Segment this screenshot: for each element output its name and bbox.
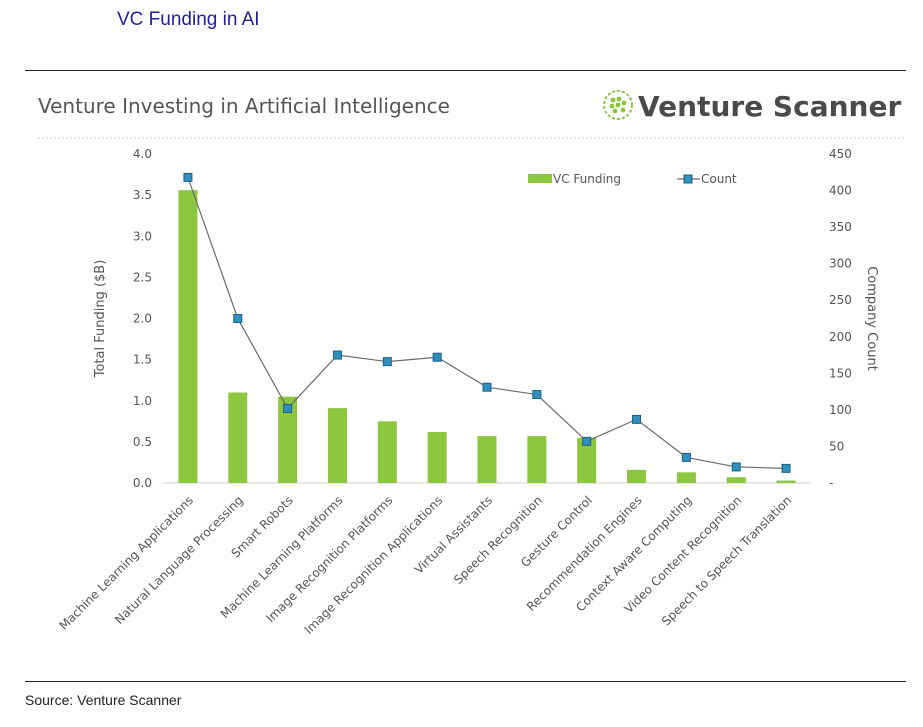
plot-area: 0.0 0.5 1.0 1.5 2.0 2.5 3.0 3.5 4.0 - 50 100 150 200 2… <box>57 147 879 637</box>
y2-tick-label: - <box>829 476 833 490</box>
bar-vc-funding <box>726 477 746 483</box>
bar-vc-funding <box>178 190 198 483</box>
y2-tick-label: 150 <box>829 366 852 380</box>
y-tick-label: 2.0 <box>133 312 152 326</box>
bar-vc-funding <box>527 436 547 483</box>
brand-name: Venture Scanner <box>638 90 901 123</box>
marker-count <box>681 452 691 462</box>
y2-tick-label: 350 <box>829 220 852 234</box>
y-axis-label: Total Funding ($B) <box>93 260 108 379</box>
bar-vc-funding <box>377 421 397 483</box>
bar-vc-funding <box>627 469 647 483</box>
y2-tick-label: 200 <box>829 330 852 344</box>
marker-count <box>432 352 442 362</box>
y-tick-label: 4.0 <box>133 147 152 161</box>
y-tick-label: 3.0 <box>133 229 152 243</box>
y-tick-label: 2.5 <box>133 270 152 284</box>
bar-vc-funding <box>477 436 497 483</box>
y2-tick-label: 50 <box>829 439 844 453</box>
chart-title: Venture Investing in Artificial Intellig… <box>38 94 450 118</box>
marker-count <box>731 462 741 472</box>
brand-logo: Venture Scanner <box>603 90 901 123</box>
marker-count <box>582 436 592 446</box>
marker-count <box>382 357 392 367</box>
legend-swatch-vc-funding <box>528 174 552 183</box>
y2-tick-label: 300 <box>829 257 852 271</box>
y2-tick-label: 450 <box>829 147 852 161</box>
y2-tick-label: 100 <box>829 403 852 417</box>
y2-tick-label: 400 <box>829 184 852 198</box>
legend-label-count: Count <box>701 172 737 186</box>
y-tick-label: 1.5 <box>133 353 152 367</box>
bar-vc-funding <box>327 408 347 483</box>
marker-count <box>532 390 542 400</box>
bar-vc-funding <box>278 396 298 483</box>
top-divider <box>25 70 906 71</box>
page-title: VC Funding in AI <box>117 9 260 30</box>
marker-count <box>283 403 293 413</box>
marker-count <box>632 414 642 424</box>
bar-vc-funding <box>776 480 796 483</box>
bar-vc-funding <box>577 437 597 483</box>
y2-tick-label: 250 <box>829 293 852 307</box>
source-note: Source: Venture Scanner <box>25 692 182 708</box>
y-tick-label: 0.0 <box>133 476 152 490</box>
bottom-divider <box>25 681 906 682</box>
marker-count <box>482 382 492 392</box>
legend-label-vc-funding: VC Funding <box>553 172 621 186</box>
y-tick-label: 0.5 <box>133 435 152 449</box>
marker-count <box>332 350 342 360</box>
bar-vc-funding <box>228 392 248 483</box>
y-tick-label: 1.0 <box>133 394 152 408</box>
bar-vc-funding <box>427 432 447 483</box>
chart: Venture Investing in Artificial Intellig… <box>38 90 906 637</box>
bar-vc-funding <box>676 472 696 483</box>
green-dotted-globe-icon <box>603 90 633 120</box>
marker-count <box>183 172 193 182</box>
x-tick-label: Speech Recognition <box>451 493 545 587</box>
line-count <box>187 177 787 469</box>
legend-marker-count <box>683 174 693 184</box>
marker-count <box>781 463 791 473</box>
y-tick-label: 3.5 <box>133 188 152 202</box>
marker-count <box>233 314 243 323</box>
y2-axis-label: Company Count <box>864 266 879 371</box>
